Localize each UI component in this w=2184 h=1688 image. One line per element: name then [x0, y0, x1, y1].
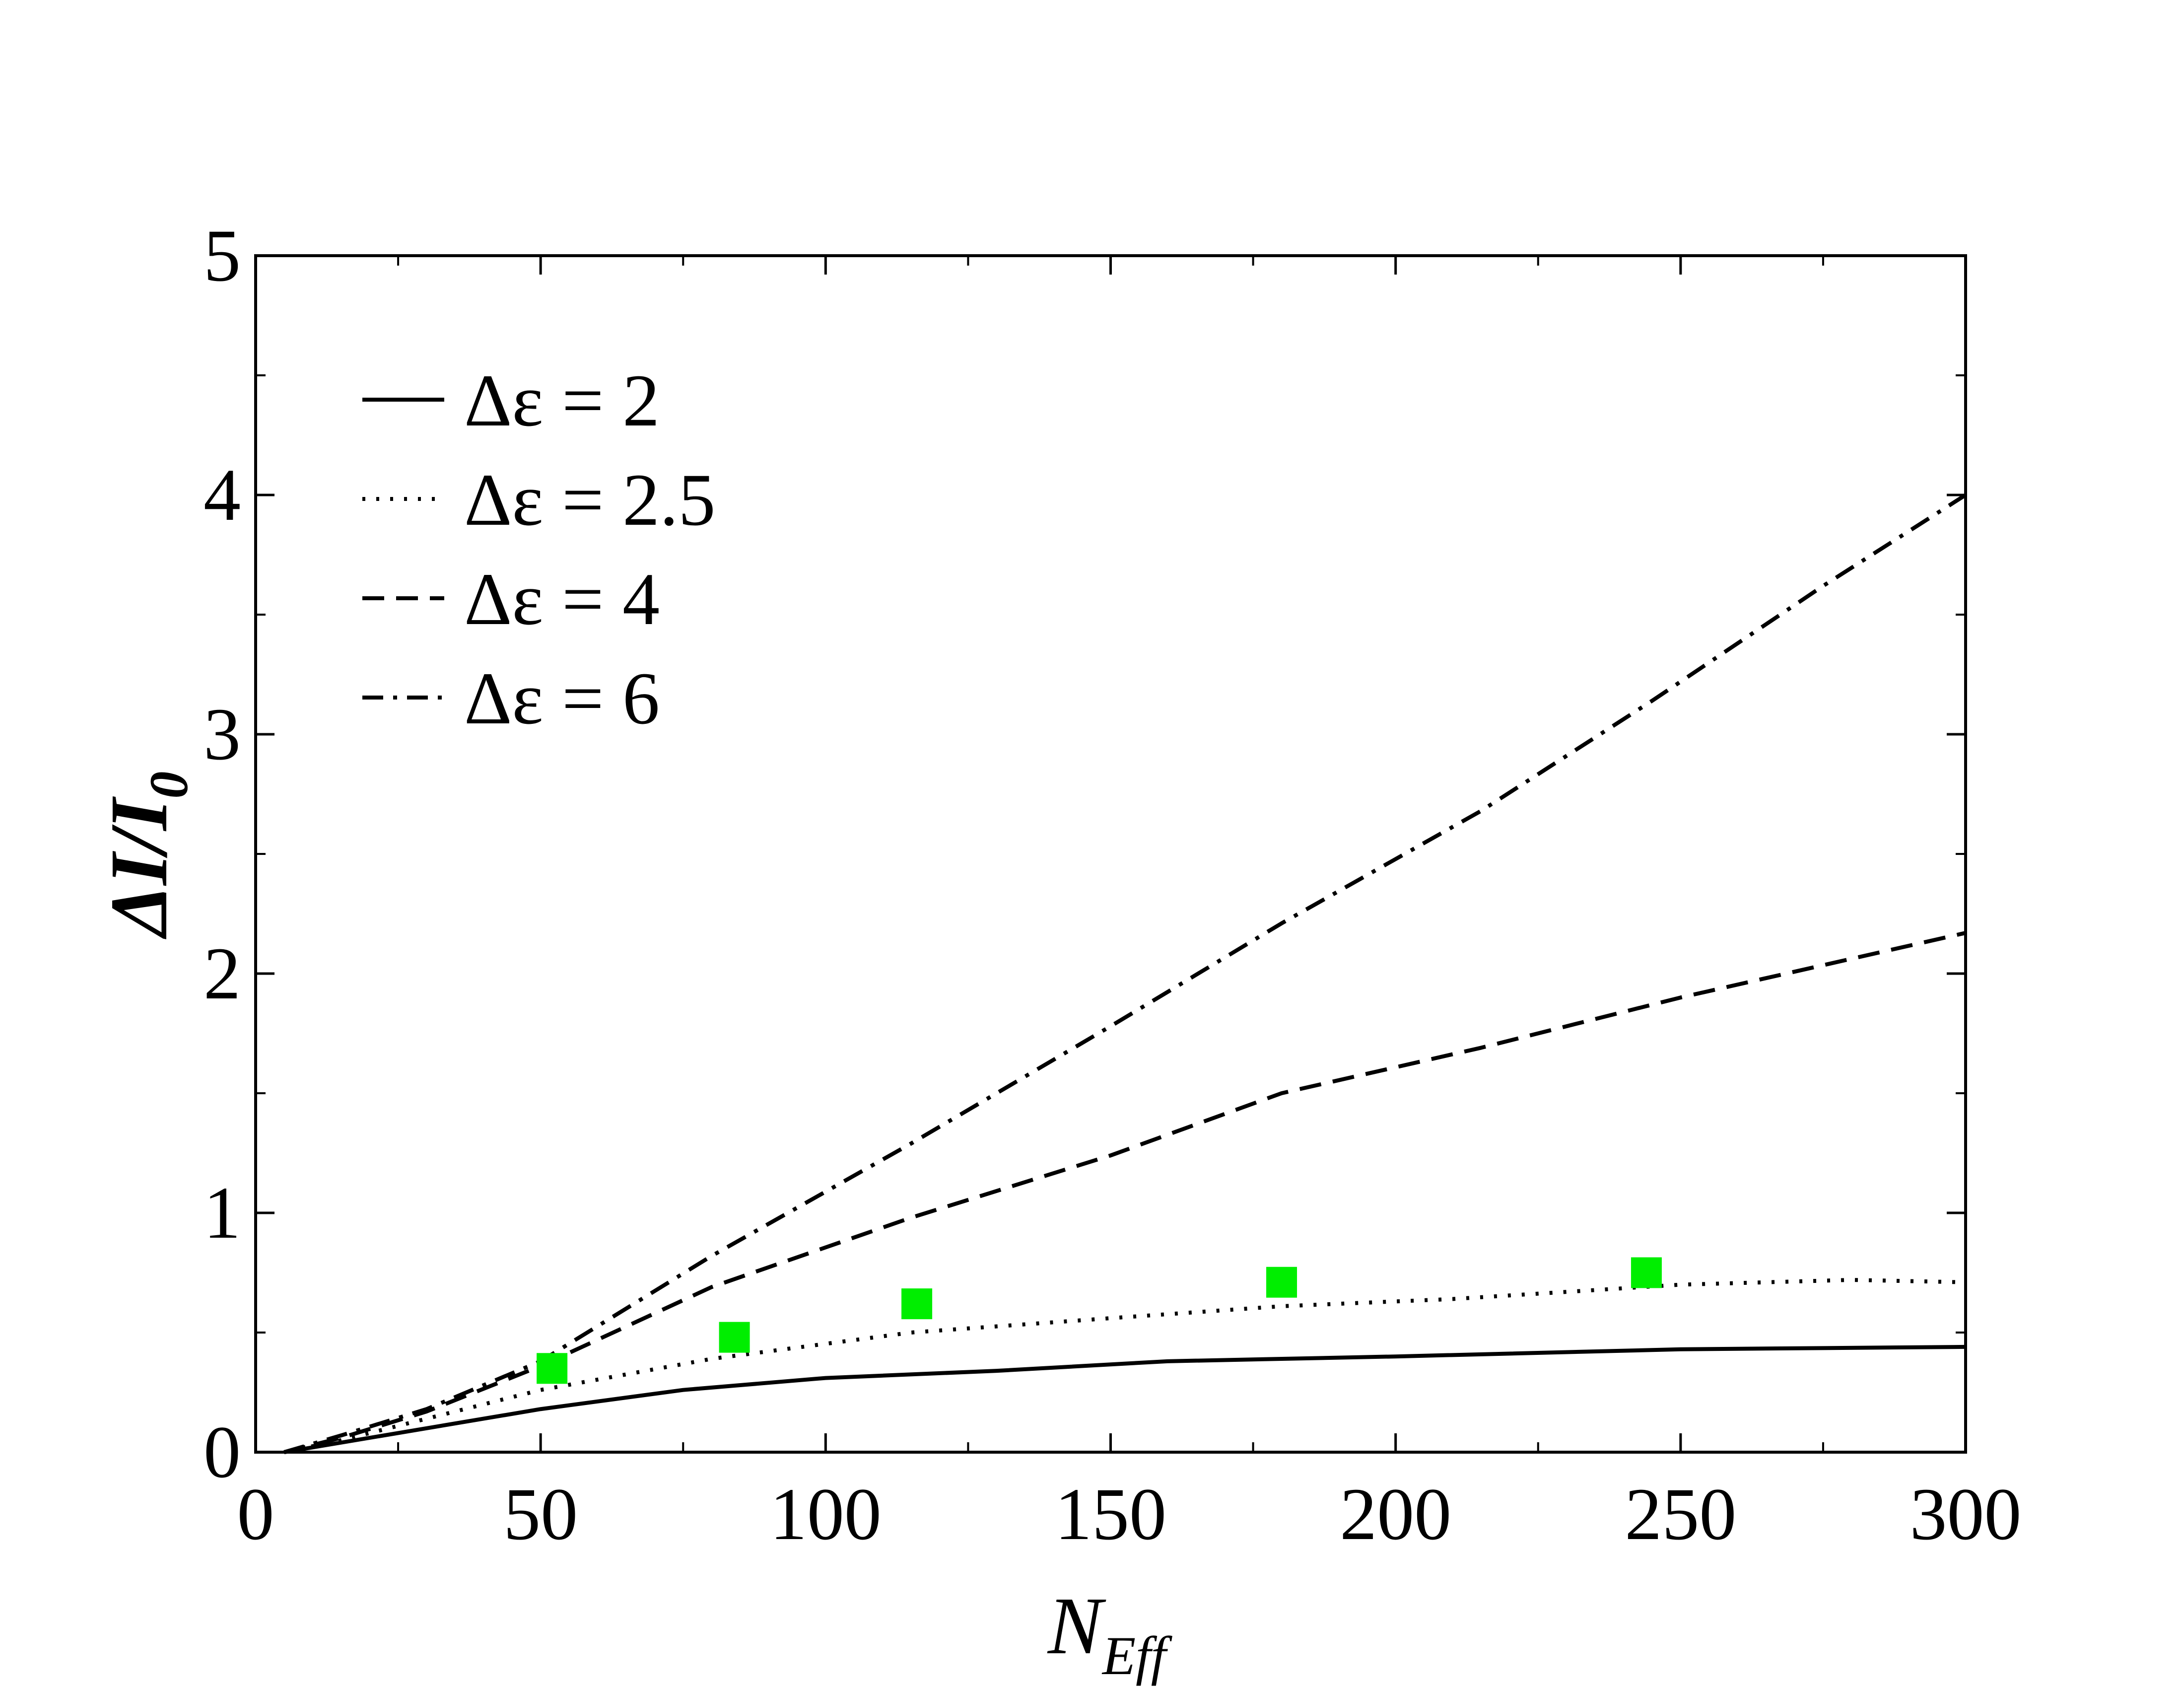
x-tick-label: 200 — [1340, 1473, 1451, 1555]
tick-labels: 0 50 100 150 200 250 300 0 1 2 3 4 5 — [204, 214, 2022, 1555]
y-axis-title-sub: 0 — [138, 772, 199, 799]
x-tick-label: 250 — [1625, 1473, 1736, 1555]
series-line-4 — [283, 493, 1967, 1454]
series-line-2 — [283, 1277, 1966, 1454]
series-lines — [283, 493, 1967, 1454]
y-axis-title-main: ΔI/I — [93, 796, 184, 940]
data-marker — [719, 1322, 750, 1353]
x-axis-title-main: N — [1047, 1580, 1106, 1671]
legend: Δε = 2 Δε = 2.5 Δε = 4 Δε = 6 — [362, 359, 716, 740]
y-tick-label: 0 — [204, 1411, 241, 1493]
legend-label-4: Δε = 6 — [464, 657, 660, 740]
data-markers — [537, 1257, 1662, 1384]
legend-label-1: Δε = 2 — [464, 359, 660, 442]
x-tick-label: 100 — [770, 1473, 882, 1555]
x-axis-title: NEff — [1047, 1580, 1173, 1686]
legend-label-3: Δε = 4 — [464, 558, 660, 640]
data-marker — [537, 1353, 568, 1384]
plot-frame — [254, 254, 1967, 1454]
y-tick-label: 2 — [204, 932, 241, 1015]
series-line-1 — [283, 1344, 1966, 1454]
y-tick-label: 3 — [204, 693, 241, 775]
data-marker — [1266, 1266, 1297, 1298]
y-tick-label: 1 — [204, 1172, 241, 1254]
x-axis-title-sub: Eff — [1101, 1625, 1173, 1686]
x-tick-label: 50 — [503, 1473, 578, 1555]
x-tick-label: 0 — [237, 1473, 274, 1555]
series-line-3 — [283, 931, 1966, 1454]
x-tick-label: 300 — [1910, 1473, 2022, 1555]
data-marker — [1631, 1257, 1662, 1288]
y-tick-label: 5 — [204, 214, 241, 297]
legend-label-2: Δε = 2.5 — [464, 459, 716, 541]
y-tick-label: 4 — [204, 454, 241, 536]
data-marker — [901, 1288, 933, 1320]
x-tick-label: 150 — [1055, 1473, 1166, 1555]
y-axis-title: ΔI/I0 — [93, 772, 199, 940]
